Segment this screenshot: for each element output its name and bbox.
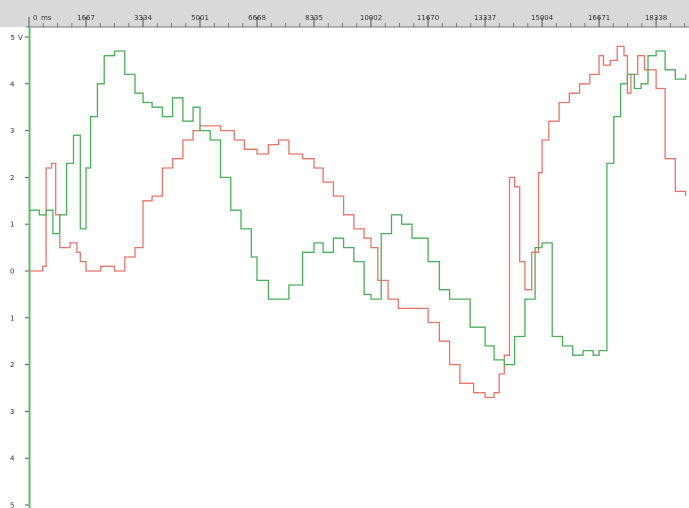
x-tick-label: 18338 <box>645 14 667 22</box>
y-unit-label: V <box>18 34 23 42</box>
x-tick-label: 1667 <box>77 14 95 22</box>
y-tick-label: 1 <box>10 314 14 322</box>
y-tick-label: 4 <box>10 455 15 463</box>
x-tick-label: 10002 <box>360 14 382 22</box>
x-tick-label: 16671 <box>588 14 610 22</box>
x-tick-label: 13337 <box>474 14 496 22</box>
y-tick-label: 4 <box>10 80 15 88</box>
y-tick-label: 3 <box>10 408 14 416</box>
y-tick-label: 1 <box>10 221 14 229</box>
x-tick-label: 5001 <box>191 14 209 22</box>
x-tick-label: 8335 <box>305 14 323 22</box>
x-tick-label: 0 <box>33 14 37 22</box>
y-tick-label: 5 <box>11 34 15 42</box>
series-red-line <box>29 45 687 399</box>
y-tick-label: 3 <box>10 127 14 135</box>
x-unit-label: ms <box>41 14 52 22</box>
series-layer <box>29 45 687 399</box>
x-tick-label: 6668 <box>248 14 266 22</box>
series-green-line <box>29 50 687 366</box>
y-tick-label: 2 <box>10 361 14 369</box>
y-tick-label: 2 <box>10 174 14 182</box>
y-tick-label: 5 <box>10 502 14 508</box>
x-tick-label: 11670 <box>417 14 439 22</box>
x-axis-ticks: 0 1667 3334 5001 6668 8335 10002 11670 13337 1500… <box>28 14 686 27</box>
y-axis-ticks: 5 4 3 2 1 0 1 2 3 4 5 <box>10 34 29 508</box>
x-tick-label: 3334 <box>134 14 152 22</box>
x-tick-label: 15004 <box>531 14 554 22</box>
time-axis-band <box>0 0 689 27</box>
y-tick-label: 0 <box>10 268 14 276</box>
